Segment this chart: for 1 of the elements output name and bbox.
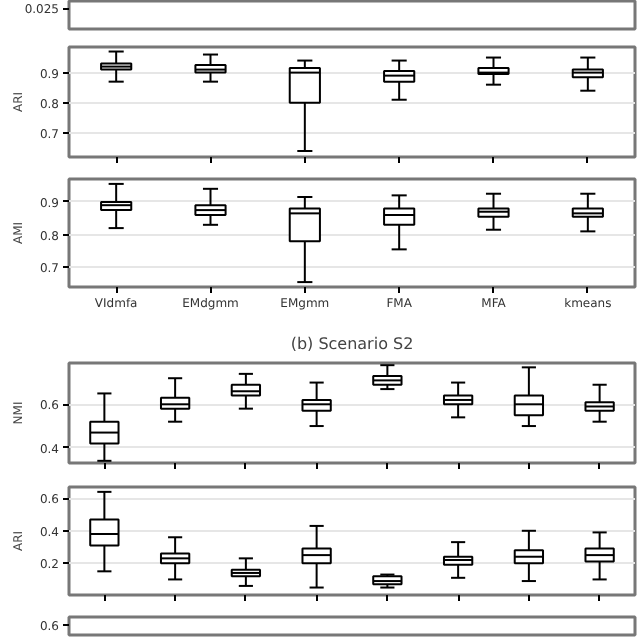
chart-title: (b) Scenario S2 [290, 335, 414, 353]
